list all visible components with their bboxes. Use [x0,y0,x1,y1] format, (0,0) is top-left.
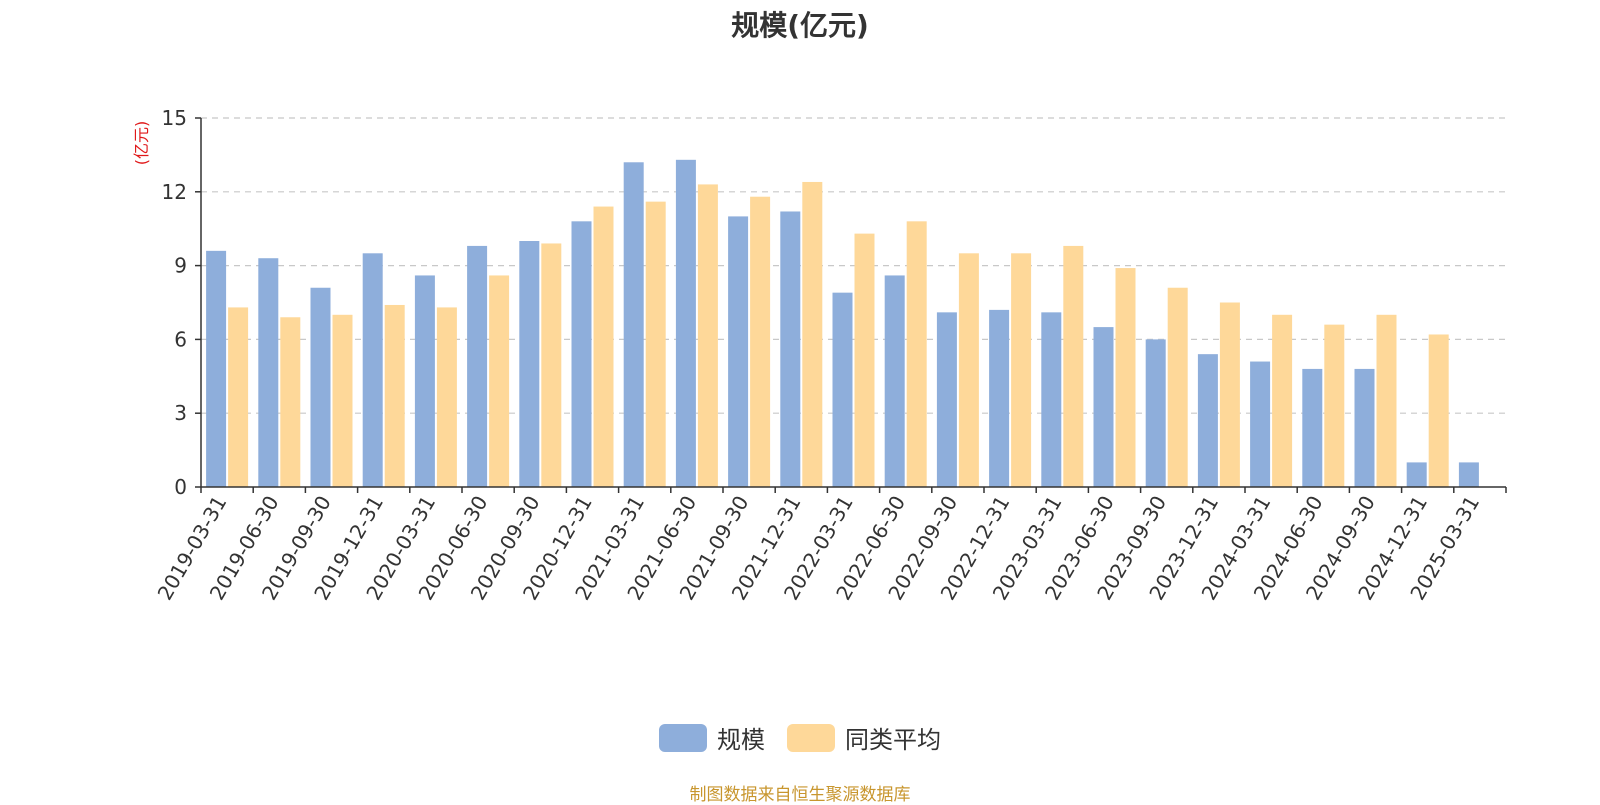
y-tick-label: 9 [174,254,187,278]
axes [195,117,1507,493]
bar-series-2[interactable] [958,253,979,487]
bar-series-2[interactable] [228,307,249,487]
bar-series-1[interactable] [623,162,644,487]
bar-series-2[interactable] [384,304,405,487]
bar-series-2[interactable] [593,206,614,487]
bar-series-1[interactable] [1093,327,1114,487]
bar-series-2[interactable] [541,243,562,487]
bar-series-2[interactable] [1167,287,1188,487]
legend-label-series-1: 规模 [717,726,765,754]
bar-series-2[interactable] [1272,314,1293,487]
bar-series-2[interactable] [1063,245,1084,487]
bar-series-1[interactable] [989,309,1010,487]
bar-series-2[interactable] [750,196,771,487]
bar-series-2[interactable] [854,233,875,487]
y-axis-unit-label: (亿元) [132,121,151,166]
bar-series-2[interactable] [1219,302,1240,488]
bar-series-2[interactable] [697,184,718,488]
y-tick-labels: 0 3 6 9 12 15 [162,106,187,499]
bar-series-2[interactable] [280,317,301,487]
bar-series-2[interactable] [1428,334,1449,487]
bar-series-1[interactable] [1458,462,1479,487]
bar-series-2[interactable] [1324,324,1345,487]
data-source-note: 制图数据来自恒生聚源数据库 [689,785,911,805]
bar-series-1[interactable] [1197,354,1218,487]
y-tick-label: 6 [174,327,187,351]
bar-series-2[interactable] [906,221,927,487]
bar-series-1[interactable] [1145,339,1166,487]
y-tick-label: 3 [174,401,187,425]
y-tick-label: 15 [162,106,187,130]
bar-series-1[interactable] [206,250,227,487]
bar-series-2[interactable] [489,275,510,487]
bars [206,159,1479,488]
legend: 规模 同类平均 [0,720,1600,755]
bar-series-1[interactable] [258,258,279,487]
bar-series-1[interactable] [519,241,540,487]
gridlines [201,117,1506,414]
bar-series-1[interactable] [832,292,853,487]
bar-series-1[interactable] [467,245,488,487]
legend-item-series-1[interactable]: 规模 [659,720,765,755]
bar-series-1[interactable] [1250,361,1271,487]
x-tick-labels: 2019-03-312019-06-302019-09-302019-12-31… [153,491,1485,604]
bar-series-1[interactable] [884,275,905,487]
bar-series-2[interactable] [802,181,823,487]
bar-series-2[interactable] [436,307,457,487]
legend-swatch-series-1 [659,723,707,752]
bar-series-1[interactable] [310,287,331,487]
legend-swatch-series-2 [787,723,835,752]
bar-series-1[interactable] [362,253,383,487]
y-tick-label: 12 [162,180,187,204]
bar-series-1[interactable] [1354,368,1375,487]
bar-series-2[interactable] [1011,253,1032,487]
y-tick-label: 0 [174,475,187,499]
bar-series-2[interactable] [1376,314,1397,487]
legend-item-series-2[interactable]: 同类平均 [787,720,941,755]
legend-label-series-2: 同类平均 [845,726,941,754]
bar-series-1[interactable] [728,216,749,487]
bar-series-2[interactable] [332,314,353,487]
bar-series-1[interactable] [1406,462,1427,487]
bar-series-1[interactable] [675,159,696,487]
bar-series-1[interactable] [780,211,801,488]
chart-title: 规模(亿元) [731,9,869,42]
bar-series-1[interactable] [1041,312,1062,487]
bar-series-2[interactable] [645,201,666,487]
bar-series-1[interactable] [1302,368,1323,487]
bar-series-1[interactable] [571,221,592,487]
bar-series-1[interactable] [936,312,957,487]
bar-series-1[interactable] [414,275,435,487]
bar-series-2[interactable] [1115,268,1136,487]
